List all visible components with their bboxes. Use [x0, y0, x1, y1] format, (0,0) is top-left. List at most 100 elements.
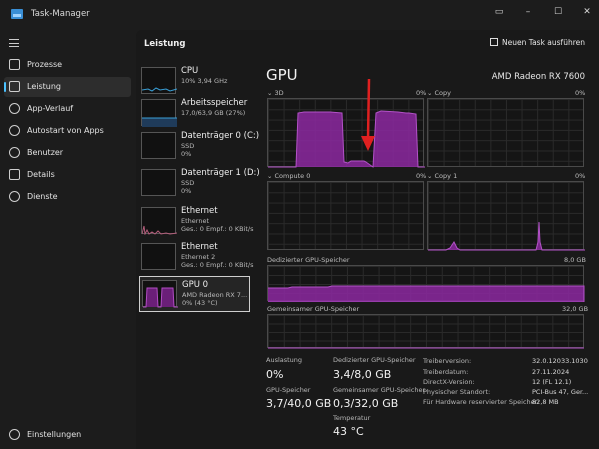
- device-name: GPU 0: [182, 280, 209, 290]
- device-throughput: Ges.: 0 Empf.: 0 KBit/s: [181, 225, 254, 233]
- processes-icon: [9, 59, 20, 70]
- sidebar-item-processes[interactable]: Prozesse: [4, 55, 131, 75]
- gpu-thumbnail: [142, 280, 178, 308]
- device-disk-0[interactable]: Datenträger 0 (C:) SSD 0%: [139, 130, 259, 162]
- shared-memory-label: Gemeinsamer GPU-Speicher: [267, 305, 360, 313]
- device-name: Ethernet: [181, 242, 218, 252]
- services-icon: [9, 191, 20, 202]
- info-driver-date-label: Treiberdatum:: [423, 368, 469, 376]
- device-memory[interactable]: Arbeitsspeicher 17,0/63,9 GB (27%): [139, 97, 250, 129]
- task-manager-icon: [11, 9, 23, 19]
- temperature-label: Temperatur: [333, 414, 371, 422]
- device-name: Datenträger 0 (C:): [181, 131, 260, 141]
- device-ethernet-1[interactable]: Ethernet Ethernet Ges.: 0 Empf.: 0 KBit/…: [139, 205, 254, 237]
- engine-copy-percent: 0%: [575, 89, 586, 97]
- ethernet-2-thumbnail: [141, 243, 176, 270]
- engine-copy-selector[interactable]: ⌄ Copy: [427, 89, 452, 97]
- annotation-arrow-shaft: [366, 78, 371, 140]
- gpu-memory-value: 3,7/40,0 GB: [266, 397, 332, 410]
- menu-icon[interactable]: [9, 39, 19, 47]
- engine-3d-graph: [267, 98, 425, 168]
- device-cpu[interactable]: CPU 10% 3,94 GHz: [139, 65, 250, 97]
- engine-copy1-selector[interactable]: ⌄ Copy 1: [427, 172, 458, 180]
- gpu-sparkline: [143, 287, 178, 308]
- info-driver-date-value: 27.11.2024: [532, 368, 570, 376]
- device-usage: 0%: [181, 150, 192, 158]
- gpu-memory-label: GPU-Speicher: [266, 386, 311, 394]
- shared-memory-stat-label: Gemeinsamer GPU-Speicher: [333, 386, 426, 394]
- dedicated-memory-stat-label: Dedizierter GPU-Speicher: [333, 356, 416, 364]
- main-panel: Leistung Neuen Task ausführen CPU 10% 3,…: [136, 30, 599, 449]
- sidebar-item-startup-apps[interactable]: Autostart von Apps: [4, 121, 131, 141]
- dedicated-memory-label: Dedizierter GPU-Speicher: [267, 256, 350, 264]
- mini-mode-icon[interactable]: ▭: [494, 7, 504, 17]
- page-title: Leistung: [144, 39, 186, 49]
- gpu-model: AMD Radeon RX 7600: [491, 72, 585, 82]
- utilization-label: Auslastung: [266, 356, 303, 364]
- window-title: Task-Manager: [31, 9, 90, 19]
- disk-1-thumbnail: [141, 169, 176, 196]
- engine-compute0-percent: 0%: [416, 172, 427, 180]
- users-icon: [9, 147, 20, 158]
- dedicated-memory-max: 8,0 GB: [564, 256, 586, 264]
- gear-icon: [9, 429, 20, 440]
- device-gpu-0[interactable]: GPU 0 AMD Radeon RX 7... 0% (43 °C): [139, 276, 250, 312]
- info-reserved-memory-value: 82,8 MB: [532, 398, 559, 406]
- memory-sparkline: [142, 117, 177, 127]
- maximize-button[interactable]: ☐: [553, 7, 563, 17]
- device-detail: AMD Radeon RX 7...: [182, 291, 248, 299]
- device-throughput: Ges.: 0 Empf.: 0 KBit/s: [181, 261, 254, 269]
- sidebar-item-users[interactable]: Benutzer: [4, 143, 131, 163]
- close-button[interactable]: ✕: [583, 7, 591, 17]
- device-name: Datenträger 1 (D:): [181, 168, 260, 178]
- device-detail: 10% 3,94 GHz: [181, 77, 228, 85]
- cpu-sparkline: [141, 87, 178, 92]
- ethernet-1-sparkline: [141, 225, 178, 236]
- info-directx-value: 12 (FL 12.1): [532, 378, 572, 386]
- dedicated-memory-graph: [267, 265, 585, 302]
- dedicated-memory-plot: [268, 285, 585, 302]
- engine-copy-graph: [427, 98, 584, 167]
- shared-memory-plot: [268, 347, 584, 349]
- engine-copy1-percent: 0%: [575, 172, 586, 180]
- device-detail: SSD: [181, 179, 195, 187]
- history-icon: [9, 103, 20, 114]
- engine-compute0-graph: [267, 181, 424, 250]
- device-usage: 0%: [181, 187, 192, 195]
- device-detail: Ethernet 2: [181, 253, 216, 261]
- gpu-heading: GPU: [266, 66, 298, 84]
- temperature-value: 43 °C: [333, 425, 364, 438]
- device-detail: SSD: [181, 142, 195, 150]
- performance-icon: [9, 81, 20, 92]
- info-driver-version-label: Treiberversion:: [423, 357, 472, 365]
- info-reserved-memory-label: Für Hardware reservierter Speicher:: [423, 398, 540, 406]
- engine-3d-plot: [268, 110, 425, 168]
- engine-3d-selector[interactable]: ⌄ 3D: [267, 89, 284, 97]
- device-detail: Ethernet: [181, 217, 209, 225]
- ethernet-1-thumbnail: [141, 207, 178, 236]
- sidebar-item-services[interactable]: Dienste: [4, 187, 131, 207]
- sidebar-item-settings[interactable]: Einstellungen: [4, 425, 131, 445]
- sidebar-item-details[interactable]: Details: [4, 165, 131, 185]
- shared-memory-stat-value: 0,3/32,0 GB: [333, 397, 399, 410]
- run-new-task-button[interactable]: Neuen Task ausführen: [490, 38, 585, 47]
- disk-0-thumbnail: [141, 132, 176, 159]
- info-directx-label: DirectX-Version:: [423, 378, 475, 386]
- minimize-button[interactable]: –: [525, 7, 531, 17]
- device-name: CPU: [181, 66, 199, 76]
- device-disk-1[interactable]: Datenträger 1 (D:) SSD 0%: [139, 167, 260, 199]
- utilization-value: 0%: [266, 368, 284, 381]
- new-task-icon: [490, 38, 498, 46]
- shared-memory-graph: [267, 314, 584, 349]
- sidebar-item-app-history[interactable]: App-Verlauf: [4, 99, 131, 119]
- engine-compute0-selector[interactable]: ⌄ Compute 0: [267, 172, 311, 180]
- engine-copy1-plot: [428, 221, 585, 251]
- device-usage: 0% (43 °C): [182, 299, 218, 307]
- annotation-arrow-head: [361, 136, 375, 151]
- device-detail: 17,0/63,9 GB (27%): [181, 109, 246, 117]
- sidebar-item-performance[interactable]: Leistung: [4, 77, 131, 97]
- device-ethernet-2[interactable]: Ethernet Ethernet 2 Ges.: 0 Empf.: 0 KBi…: [139, 241, 254, 273]
- memory-thumbnail: [141, 99, 177, 127]
- sidebar: Prozesse Leistung App-Verlauf Autostart …: [0, 30, 136, 449]
